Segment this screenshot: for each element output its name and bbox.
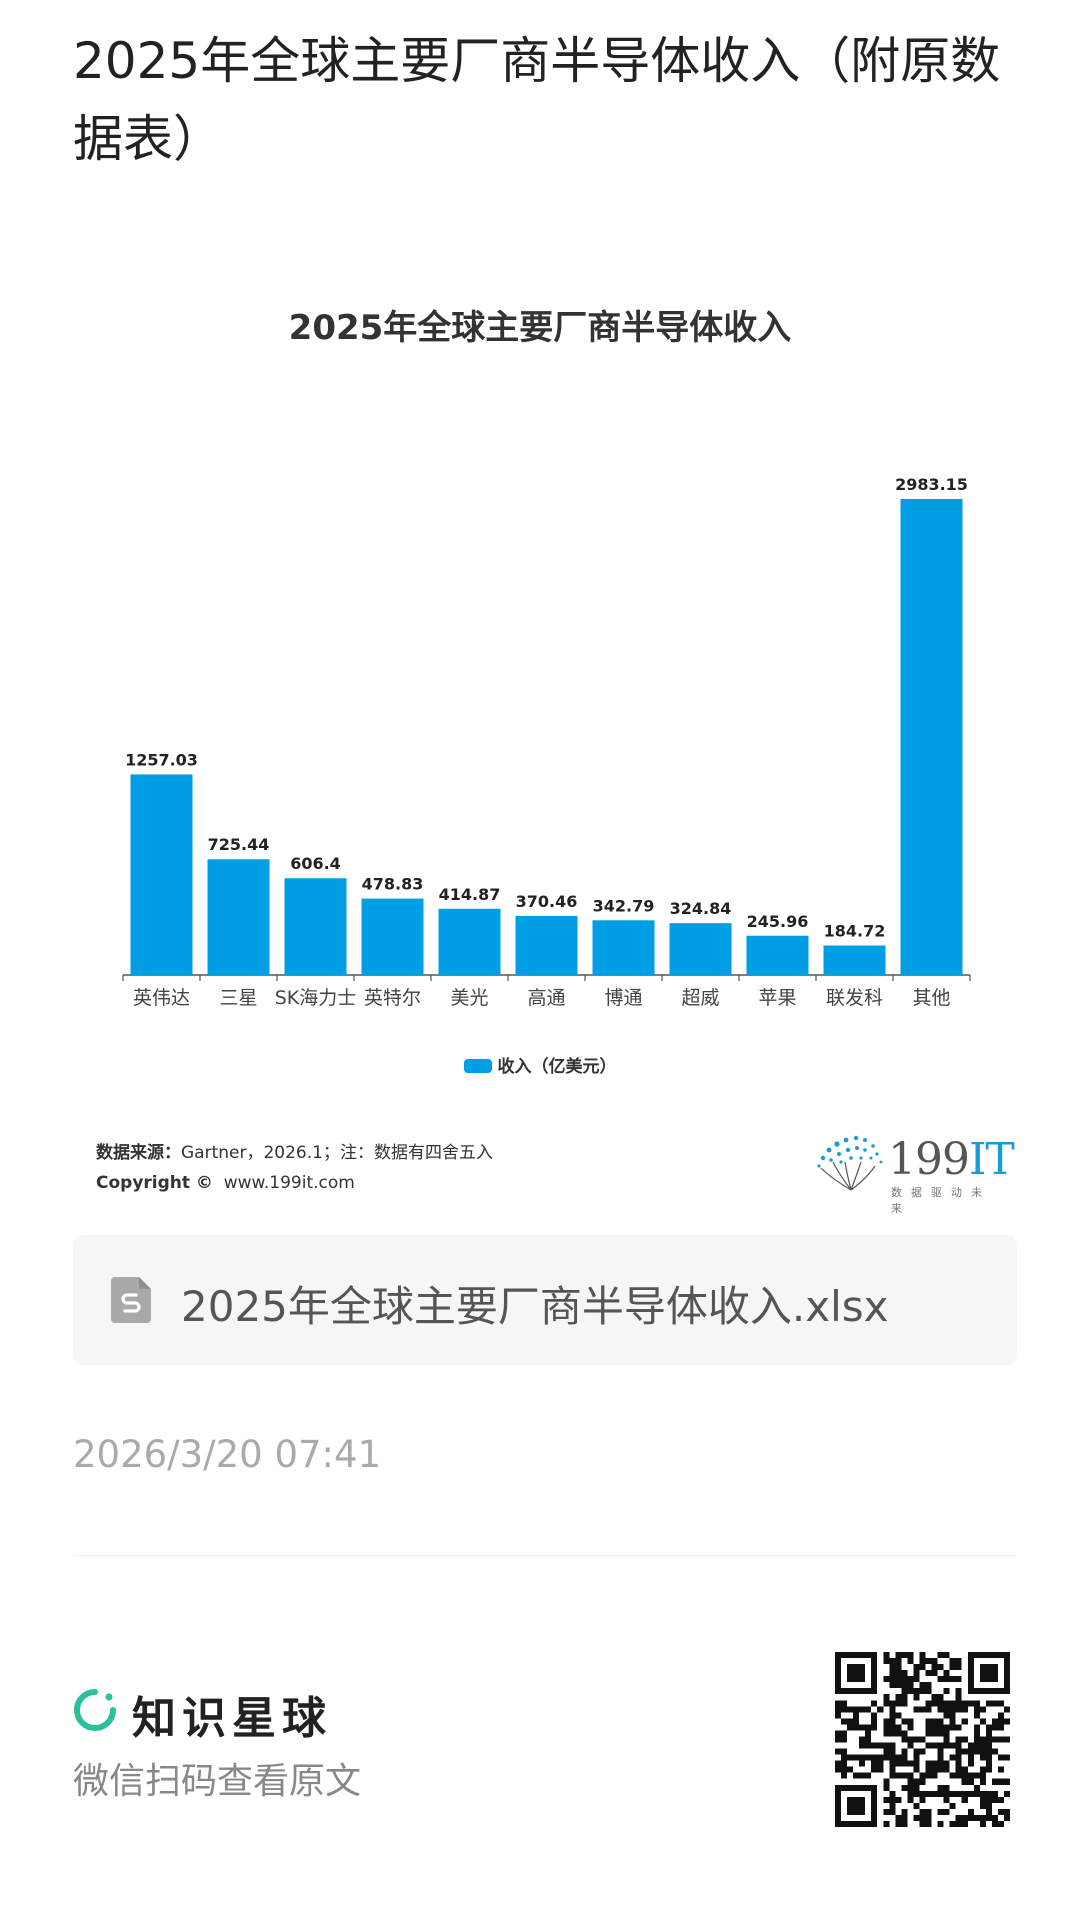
bar — [515, 915, 578, 975]
bar-value-label: 184.72 — [824, 922, 886, 941]
x-tick-label: 三星 — [219, 987, 257, 1009]
bar — [900, 499, 963, 975]
x-tick-label: 英伟达 — [133, 987, 190, 1009]
x-tick-label: SK海力士 — [275, 987, 357, 1009]
attachment-filename: 2025年全球主要厂商半导体收入.xlsx — [181, 1282, 889, 1331]
bar-value-label: 606.4 — [290, 854, 341, 873]
brand-slogan: 数据驱动未来 — [891, 1186, 991, 1215]
bar-value-label: 478.83 — [362, 875, 424, 894]
bar-value-label: 725.44 — [208, 835, 270, 854]
planet-ring-icon — [74, 1689, 116, 1731]
legend-swatch — [463, 1059, 492, 1073]
bar — [592, 920, 655, 975]
bar — [361, 898, 424, 975]
x-tick-label: 超威 — [681, 987, 719, 1009]
bar-value-label: 342.79 — [593, 896, 655, 915]
brand-name: 199IT — [888, 1134, 1015, 1185]
bar — [823, 945, 886, 975]
spreadsheet-file-icon — [111, 1277, 151, 1323]
x-tick-label: 美光 — [450, 987, 488, 1009]
scan-hint: 微信扫码查看原文 — [73, 1761, 362, 1802]
x-tick-label: 英特尔 — [364, 987, 421, 1009]
copyright-site: www.199it.com — [223, 1173, 355, 1193]
bar-value-label: 370.46 — [516, 892, 578, 911]
attachment-file[interactable]: 2025年全球主要厂商半导体收入.xlsx — [73, 1235, 1017, 1365]
x-tick-label: 其他 — [912, 987, 950, 1009]
source-block: 数据来源：Gartner，2026.1；注：数据有四舍五入 Copyright … — [96, 1138, 493, 1198]
source-label: 数据来源： — [96, 1143, 181, 1163]
brand-letters: IT — [968, 1134, 1015, 1185]
post-timestamp: 2026/3/20 07:41 — [73, 1433, 382, 1476]
bar — [130, 774, 193, 975]
bar-value-label: 1257.03 — [125, 750, 198, 769]
page-title: 2025年全球主要厂商半导体收入（附原数据表） — [73, 32, 1001, 168]
bar — [284, 878, 347, 975]
bar-value-label: 324.84 — [670, 899, 732, 918]
copyright-line: Copyright © www.199it.com — [96, 1168, 493, 1198]
bar — [669, 923, 732, 975]
source-text: Gartner，2026.1；注：数据有四舍五入 — [181, 1143, 493, 1163]
x-tick-label: 博通 — [604, 987, 642, 1009]
brand-digits: 199 — [888, 1134, 970, 1185]
bar — [438, 908, 501, 975]
dandelion-logo-icon — [817, 1135, 883, 1191]
source-line: 数据来源：Gartner，2026.1；注：数据有四舍五入 — [96, 1138, 493, 1168]
bar-value-label: 414.87 — [439, 885, 501, 904]
legend-label: 收入（亿美元） — [497, 1057, 617, 1077]
chart-image: 2025年全球主要厂商半导体收入 1257.03 英伟达 725.44 三星 606.4… — [73, 270, 1015, 1230]
bar — [746, 935, 809, 975]
bar-value-label: 2983.15 — [895, 475, 968, 494]
bar-value-label: 245.96 — [747, 912, 809, 931]
chart-legend: 收入（亿美元） — [73, 1052, 1007, 1077]
x-tick-label: 苹果 — [758, 987, 796, 1009]
divider — [73, 1555, 1017, 1556]
x-tick-label: 高通 — [527, 987, 565, 1009]
chart-title: 2025年全球主要厂商半导体收入 — [288, 308, 792, 348]
x-tick-label: 联发科 — [826, 987, 883, 1009]
qr-code-icon[interactable] — [835, 1652, 1010, 1827]
bar-chart: 1257.03 英伟达 725.44 三星 606.4 SK海力士 478.83 英特尔 414… — [122, 475, 971, 1009]
planet-name: 知识星球 — [132, 1693, 332, 1744]
bar — [207, 859, 270, 975]
copyright-label: Copyright © — [96, 1173, 213, 1193]
